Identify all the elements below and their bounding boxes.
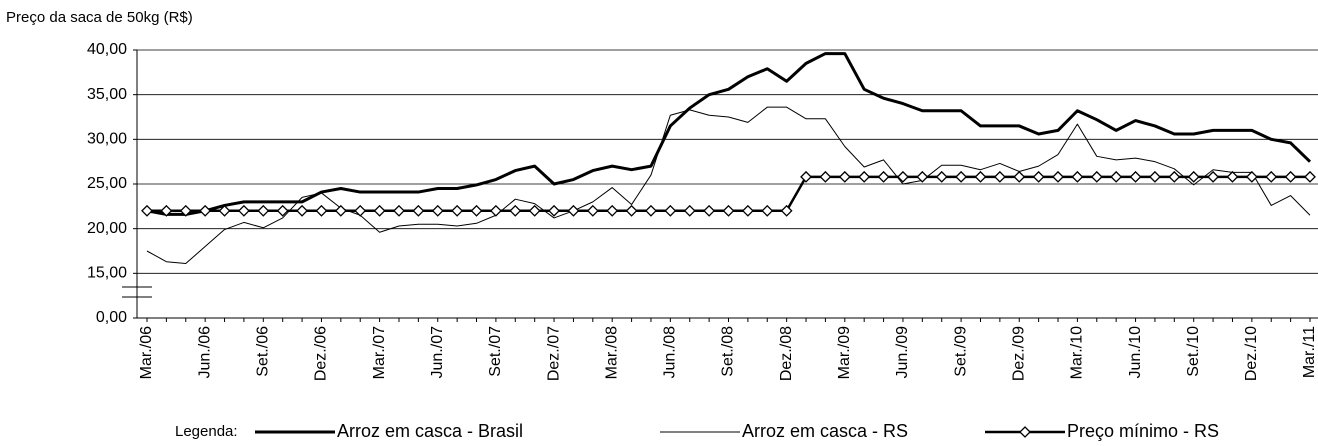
legend-label: Preço mínimo - RS [1067,421,1219,441]
marker [1032,170,1045,183]
marker [838,170,851,183]
marker [412,204,425,217]
y-tick-label: 25,00 [87,175,127,192]
y-tick-label: 15,00 [87,265,127,282]
marker [257,204,270,217]
marker [1226,170,1239,183]
marker [625,204,638,217]
marker [548,204,560,217]
marker [334,204,347,217]
x-tick-label: Dez./08 [778,326,795,381]
x-tick-label: Set./10 [1185,326,1202,377]
marker [296,204,308,217]
x-tick-label: Mar./06 [138,326,155,379]
legend-label: Arroz em casca - RS [742,421,908,441]
x-tick-label: Mar./08 [603,326,620,379]
x-tick-label: Jun./06 [196,326,213,379]
x-tick-label: Mar./09 [836,326,853,379]
marker [1071,170,1084,183]
y-axis-label: Preço da saca de 50kg (R$) [6,9,193,26]
marker [276,204,289,217]
y-tick-label: 30,00 [87,131,127,148]
series-line [146,52,1312,216]
x-tick-label: Mar./11 [1301,326,1318,378]
marker [160,204,173,217]
x-tick-label: Jun./08 [662,326,679,379]
marker [179,204,192,217]
marker [470,204,483,217]
y-tick-label: 35,00 [87,86,127,103]
marker [974,170,987,183]
marker [315,204,328,217]
marker [1245,170,1258,183]
marker [761,204,774,217]
x-tick-label: Dez./10 [1243,326,1260,381]
marker [354,204,367,217]
marker [780,204,793,217]
marker [664,204,677,217]
marker [528,204,541,217]
marker [683,204,696,217]
x-tick-label: Dez./06 [313,326,330,381]
marker [1187,170,1200,183]
marker [586,204,599,217]
marker [800,170,812,183]
legend-label: Arroz em casca - Brasil [337,421,523,441]
x-tick-label: Set./08 [720,326,737,377]
marker [1265,170,1278,183]
marker [1168,170,1181,183]
marker [1090,170,1103,183]
x-tick-label: Mar./07 [371,326,388,379]
marker [858,170,871,183]
x-tick-label: Jun./10 [1127,326,1144,379]
y-tick-label: 0,00 [96,309,127,326]
y-tick-label: 20,00 [87,220,127,237]
x-tick-label: Dez./09 [1010,326,1027,381]
marker [955,170,968,183]
marker [431,204,444,217]
marker [1207,170,1219,183]
marker [877,170,890,183]
marker [218,204,231,217]
x-tick-label: Set./09 [952,326,969,377]
marker [993,170,1006,183]
x-tick-label: Mar./10 [1069,326,1086,379]
marker [741,204,754,217]
marker [509,204,522,217]
x-tick-label: Dez./07 [545,326,562,381]
marker [935,170,948,183]
legend-marker [1019,426,1031,438]
marker [1284,170,1297,183]
marker [393,204,405,217]
marker [606,204,619,217]
marker [451,204,464,217]
marker [645,204,657,217]
marker [373,204,386,217]
y-tick-label: 40,00 [87,41,127,58]
marker [819,170,832,183]
series-line [146,106,1311,265]
marker [703,204,716,217]
marker [1149,170,1161,183]
marker [237,204,250,217]
marker [567,204,580,217]
marker [1129,170,1142,183]
marker [916,170,929,183]
marker [1304,170,1316,183]
marker [1110,170,1123,183]
x-tick-label: Jun./09 [894,326,911,379]
marker [897,170,909,183]
marker [489,204,502,217]
x-tick-label: Set./06 [255,326,272,377]
marker [1013,170,1026,183]
x-tick-label: Set./07 [487,326,504,377]
marker [722,204,735,217]
x-tick-label: Jun./07 [429,326,446,379]
marker [1052,170,1064,183]
legend-title: Legenda: [175,423,238,440]
marker [141,204,153,217]
marker [199,204,212,217]
